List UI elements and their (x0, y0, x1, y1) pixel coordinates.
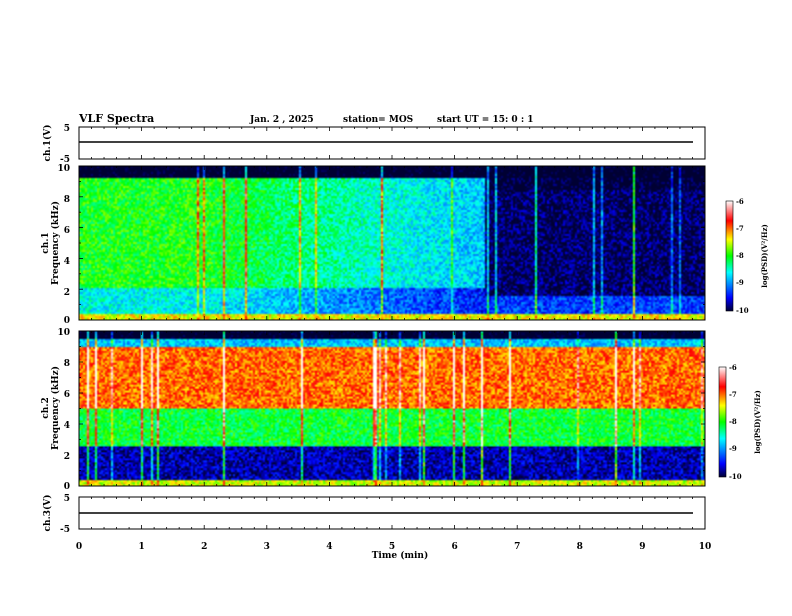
xtick-1: 1 (138, 542, 144, 552)
ch2-cb-tick-9: -9 (729, 444, 737, 453)
ch1-waveform-ylabel: ch.1(V) (42, 125, 53, 162)
ch3-ytick-neg5: -5 (60, 525, 70, 535)
ch2-spec-ytick-4: 4 (64, 421, 70, 431)
x-tick-labels: 0 1 2 3 4 5 6 7 8 9 10 (76, 542, 711, 552)
start-time-label: start UT = 15: 0 : 1 (437, 115, 534, 125)
ch3-ytick-5: 5 (64, 494, 70, 504)
ch2-cb-tick-6: -6 (729, 363, 737, 372)
ch1-cb-tick-7: -7 (736, 224, 744, 233)
ch2-colorbar-gradient (718, 366, 727, 478)
xtick-2: 2 (201, 542, 207, 552)
ch1-cb-tick-9: -9 (736, 278, 744, 287)
ch2-cb-tick-10: -10 (729, 472, 742, 481)
axis-ticks (78, 127, 706, 529)
ch1-spec-ytick-10: 10 (57, 164, 70, 174)
ch2-spec-ytick-10: 10 (57, 328, 70, 338)
ch3-waveform-ylabel: ch.3(V) (42, 495, 53, 532)
ch1-spec-ytick-4: 4 (64, 257, 70, 267)
ch2-cb-tick-8: -8 (729, 417, 737, 426)
xtick-0: 0 (76, 542, 82, 552)
xtick-4: 4 (326, 542, 332, 552)
ch1-colorbar-label: log(PSD)(V²/Hz) (760, 224, 769, 288)
ch1-cb-tick-8: -8 (736, 251, 744, 260)
ch1-spec-ylabel-line1: ch.1 (41, 232, 51, 253)
xtick-9: 9 (639, 542, 645, 552)
ch1-waveform-frame (78, 126, 706, 160)
ch2-colorbar: -6 -7 -8 -9 -10 log(PSD)(V²/Hz) (718, 363, 762, 481)
ch1-colorbar: -6 -7 -8 -9 -10 log(PSD)(V²/Hz) (725, 197, 769, 315)
ch2-cb-tick-7: -7 (729, 390, 737, 399)
ch2-spec-ytick-2: 2 (64, 452, 70, 462)
ch1-spec-ytick-8: 8 (64, 195, 70, 205)
ch1-spec-ylabel-line2: Frequency (kHz) (50, 201, 61, 285)
xtick-5: 5 (389, 542, 395, 552)
ch1-spectrogram-image (79, 166, 705, 320)
xtick-7: 7 (514, 542, 520, 552)
x-axis-label: Time (min) (372, 550, 429, 561)
ch2-colorbar-label: log(PSD)(V²/Hz) (753, 390, 762, 454)
ch2-spec-ylabel-line2: Frequency (kHz) (50, 366, 61, 450)
ch1-ytick-5: 5 (64, 124, 70, 134)
ch2-spec-ytick-8: 8 (64, 359, 70, 369)
xtick-6: 6 (451, 542, 457, 552)
xtick-3: 3 (264, 542, 270, 552)
figure-title: VLF Spectra (78, 112, 154, 125)
station-label: station= MOS (343, 115, 413, 125)
ch1-cb-tick-10: -10 (736, 306, 749, 315)
ch2-spec-ytick-6: 6 (64, 390, 70, 400)
date-label: Jan. 2 , 2025 (249, 115, 314, 125)
xtick-10: 10 (699, 542, 712, 552)
ch1-spec-ytick-2: 2 (64, 288, 70, 298)
ch2-spectrogram-image (79, 331, 705, 486)
ch2-spectrogram (79, 331, 705, 486)
ch1-ytick-neg5: -5 (60, 155, 70, 165)
ch1-colorbar-gradient (725, 200, 734, 312)
ch1-spec-ytick-0: 0 (64, 316, 70, 326)
ch2-spec-ytick-0: 0 (64, 482, 70, 492)
xtick-8: 8 (577, 542, 583, 552)
ch2-spec-ylabel-line1: ch.2 (41, 397, 51, 418)
ch1-spec-ytick-6: 6 (64, 226, 70, 236)
ch1-cb-tick-6: -6 (736, 197, 744, 206)
ch1-spectrogram (79, 166, 705, 320)
